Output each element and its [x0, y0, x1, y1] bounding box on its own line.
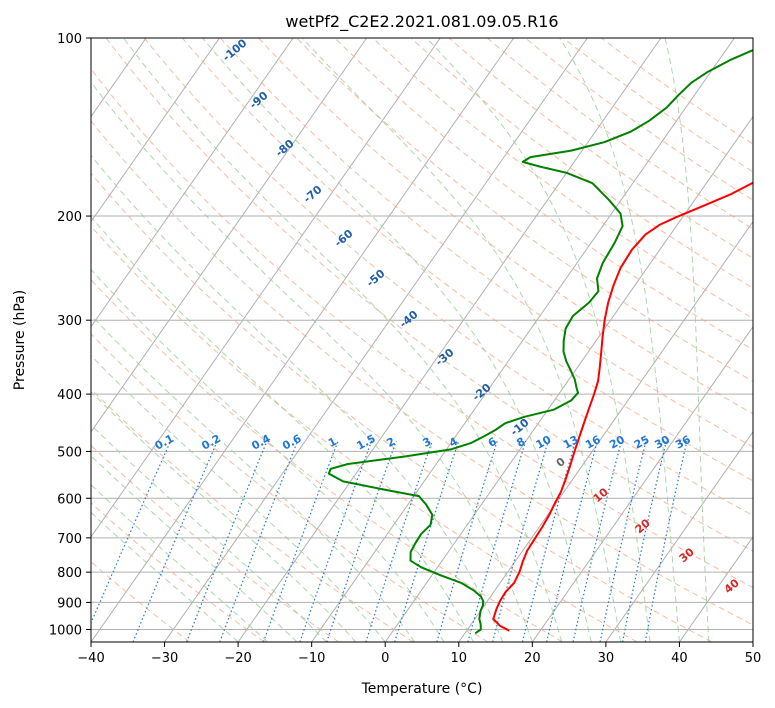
- y-tick-label: 1000: [49, 623, 82, 638]
- dewpoint-profile-line: [327, 49, 753, 635]
- moist-adiabat-line: [664, 38, 710, 642]
- mixing-ratio-line: [521, 440, 576, 642]
- mixing-ratio-label: 25: [632, 433, 652, 452]
- isotherm-line: [679, 536, 753, 642]
- dry-adiabat-line: [91, 333, 489, 642]
- dry-adiabat-lines: [91, 38, 753, 642]
- x-tick-label: 30: [598, 651, 615, 666]
- y-axis: 100 200 300 400 500 600 700 800 900 1000: [49, 32, 91, 638]
- dry-adiabat-line: [258, 38, 753, 415]
- moist-adiabat-line: [123, 38, 563, 642]
- dry-adiabat-line: [91, 172, 713, 642]
- dry-adiabat-line: [486, 38, 753, 230]
- x-axis: −40 −30 −20 −10 0 10 20 30 40 50: [77, 642, 761, 666]
- moist-adiabat-line: [426, 38, 651, 642]
- isotherm-line: [605, 430, 753, 642]
- profile-series: [327, 49, 753, 635]
- chart-title: wetPf2_C2E2.2021.081.09.05.R16: [285, 12, 558, 32]
- isotherm-line: [91, 38, 368, 433]
- y-tick-label: 500: [57, 445, 82, 460]
- dry-adiabat-line: [105, 38, 753, 552]
- dry-adiabat-line: [91, 502, 265, 642]
- y-axis-title: Pressure (hPa): [12, 290, 28, 390]
- dry-adiabat-line: [91, 444, 340, 642]
- mixing-ratio-label: 36: [673, 433, 693, 452]
- dry-adiabat-line: [448, 38, 753, 259]
- isotherm-line: [384, 115, 753, 642]
- mixing-ratio-label: 20: [607, 433, 627, 452]
- isotherm-lines: [91, 38, 753, 642]
- isotherm-line: [91, 38, 515, 642]
- moist-adiabat-line: [91, 424, 327, 642]
- mixing-ratio-label: 13: [561, 433, 581, 452]
- moist-adiabat-line: [91, 511, 239, 642]
- moist-adiabat-line: [202, 38, 592, 642]
- dry-adiabat-line: [334, 38, 753, 351]
- y-tick-label: 900: [57, 596, 82, 611]
- isotherm-line: [164, 38, 588, 642]
- plot-area: -100-90-80-70-60-50-40-30-20-10010203040…: [91, 38, 753, 642]
- dry-adiabat-line: [524, 38, 753, 201]
- x-tick-label: −40: [77, 651, 104, 666]
- mixing-ratio-line: [572, 440, 623, 642]
- dry-adiabat-line: [143, 38, 753, 517]
- isotherm-line: [91, 38, 441, 538]
- moist-adiabat-line: [91, 216, 474, 642]
- dry-adiabat-line: [220, 38, 753, 448]
- x-tick-label: 20: [524, 651, 541, 666]
- moist-adiabat-line: [91, 484, 268, 642]
- isotherm-line: [237, 38, 662, 642]
- x-tick-label: 50: [745, 651, 762, 666]
- moist-adiabat-line: [91, 268, 445, 642]
- dry-adiabat-line: [91, 68, 753, 589]
- temperature-profile-line: [492, 181, 753, 632]
- mixing-ratio-line: [326, 440, 397, 642]
- y-tick-label: 300: [57, 314, 82, 329]
- mixing-ratio-line: [436, 440, 498, 642]
- dry-adiabat-line: [296, 38, 753, 382]
- moist-adiabat-line: [91, 391, 357, 642]
- isotherm-line: [531, 325, 753, 642]
- y-tick-label: 700: [57, 532, 82, 547]
- x-tick-label: 10: [451, 651, 468, 666]
- x-tick-label: 0: [381, 651, 389, 666]
- y-tick-label: 600: [57, 492, 82, 507]
- x-tick-label: −20: [224, 651, 251, 666]
- x-tick-label: −10: [298, 651, 325, 666]
- y-tick-label: 100: [57, 32, 82, 47]
- mixing-ratio-label: 30: [652, 433, 672, 452]
- mixing-ratio-line: [467, 440, 527, 642]
- y-tick-label: 800: [57, 566, 82, 581]
- dry-adiabat-line: [410, 38, 753, 289]
- moist-adiabat-line: [302, 38, 622, 642]
- isotherm-line: [311, 38, 735, 642]
- mixing-ratio-line: [365, 440, 433, 642]
- mixing-ratio-line: [492, 440, 549, 642]
- mixing-ratio-label: 10: [534, 433, 554, 452]
- moist-adiabat-line: [91, 455, 298, 642]
- isotherm-line: [91, 38, 294, 328]
- y-tick-label: 200: [57, 210, 82, 225]
- dry-adiabat-line: [91, 278, 563, 642]
- mixing-ratio-label: 16: [583, 433, 603, 452]
- mixing-ratio-line: [91, 440, 172, 625]
- x-tick-label: −30: [151, 651, 178, 666]
- isotherm-line: [91, 38, 220, 223]
- moist-adiabat-line: [91, 81, 533, 642]
- moist-adiabat-line: [559, 38, 680, 642]
- x-tick-label: 40: [671, 651, 688, 666]
- y-tick-label: 400: [57, 388, 82, 403]
- plot-frame: [90, 37, 754, 643]
- dry-adiabat-line: [91, 120, 753, 626]
- mixing-ratio-line: [546, 440, 598, 642]
- mixing-ratio-line: [132, 440, 218, 642]
- x-axis-title: Temperature (°C): [361, 681, 483, 697]
- mixing-ratio-line: [186, 440, 268, 642]
- mixing-ratio-lines: [91, 440, 688, 642]
- mixing-ratio-line: [394, 440, 460, 642]
